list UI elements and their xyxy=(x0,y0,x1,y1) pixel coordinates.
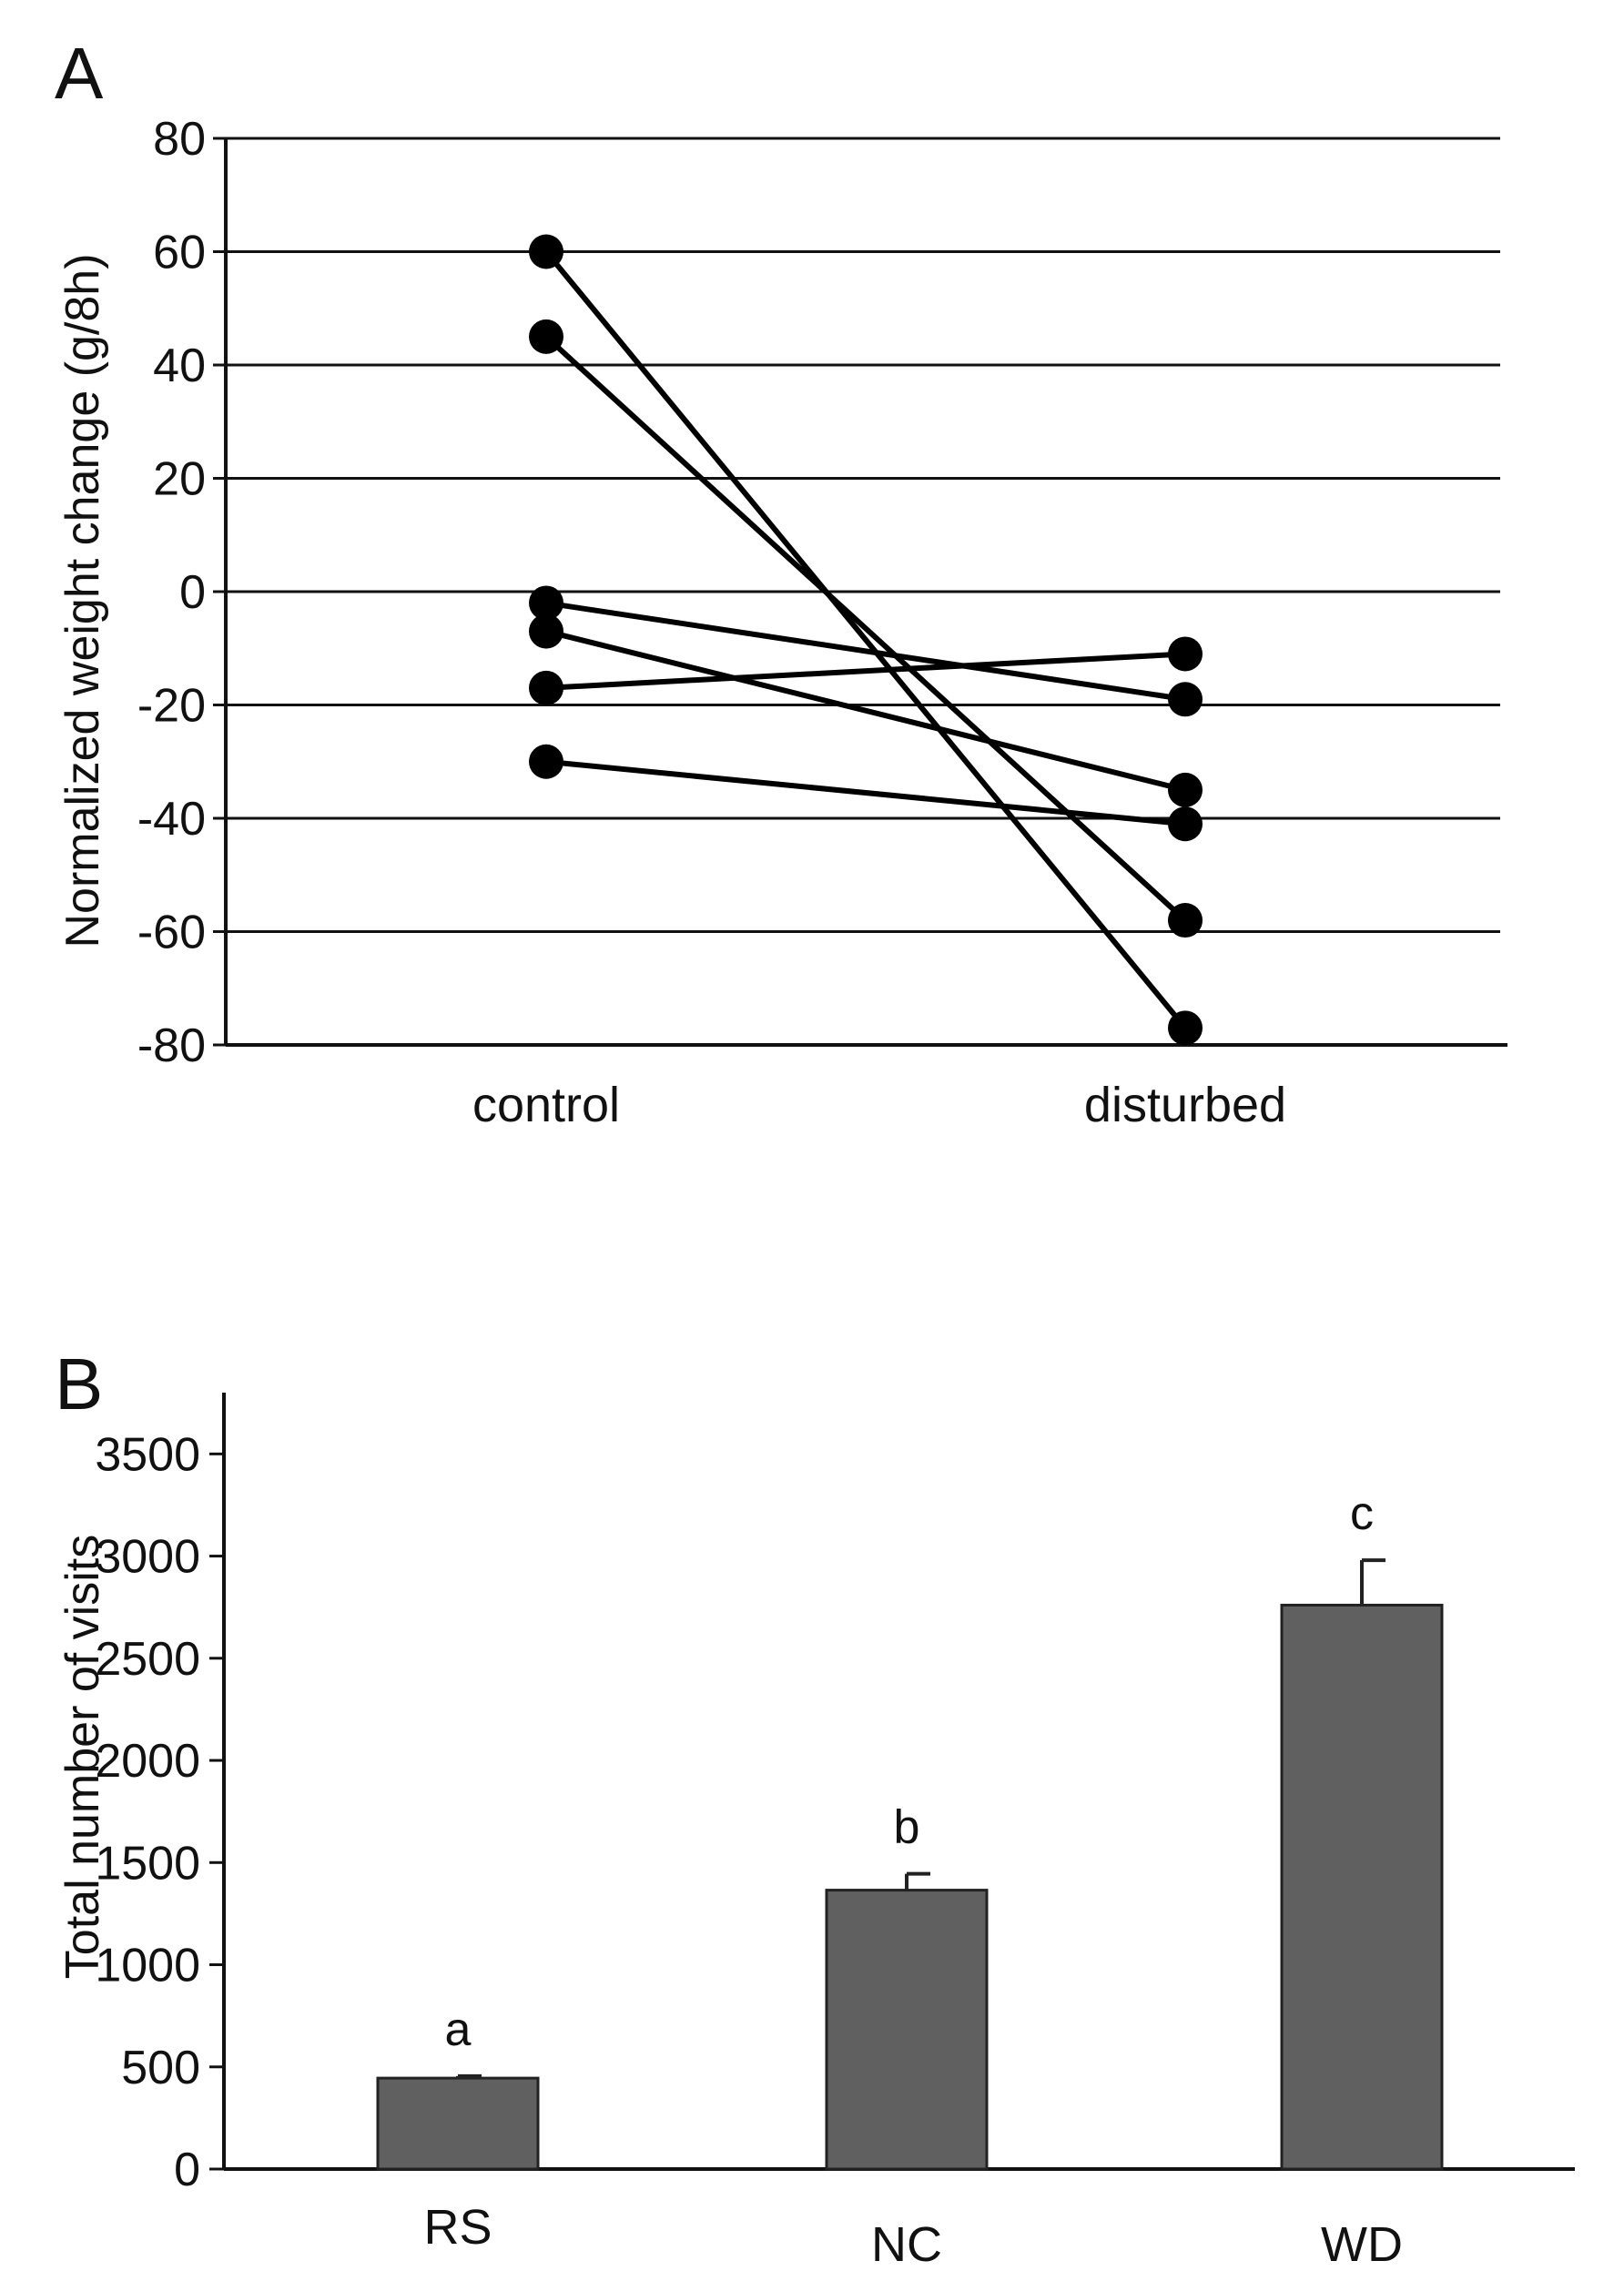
panel-a-data-point xyxy=(1168,772,1203,807)
panel-a-data-point xyxy=(529,613,563,649)
panel-b-bar xyxy=(376,2076,540,2171)
panel-b-y-axis-title: Total number of visits xyxy=(56,1535,109,1979)
panel-a-series-line xyxy=(543,249,1188,1030)
panel-a-line-chart: A Normalized weight change (g/8h) -80 -60… xyxy=(55,33,1507,1132)
panel-b-bar-group-wd: c xyxy=(1280,1487,1444,2171)
panel-a-series-6 xyxy=(529,744,1203,842)
panel-b-significance-label: c xyxy=(1350,1487,1374,1540)
panel-a-y-tick-label: -80 xyxy=(137,1019,206,1072)
panel-a-series-2 xyxy=(529,319,1203,938)
panel-b-bar-group-rs: a xyxy=(376,2003,540,2171)
panel-a-series-5 xyxy=(529,636,1203,705)
panel-a-series xyxy=(529,234,1203,1046)
panel-a-y-tick-label: 20 xyxy=(153,453,206,506)
panel-a-series-line xyxy=(543,334,1188,923)
panel-a-y-tick-label: 40 xyxy=(153,340,206,392)
panel-b-y-tick-label: 0 xyxy=(174,2144,200,2196)
panel-a-series-1 xyxy=(529,234,1203,1046)
panel-b-bar xyxy=(1280,1603,1444,2171)
panel-a-y-tick-label: -60 xyxy=(137,907,206,959)
panel-b-y-tick-label: 2000 xyxy=(95,1735,200,1788)
panel-a-y-tick-label: 60 xyxy=(153,227,206,279)
panel-a-label: A xyxy=(55,33,104,114)
panel-b-significance-label: a xyxy=(445,2003,472,2056)
panel-a-y-tick-label: 0 xyxy=(179,566,206,619)
panel-a-data-point xyxy=(529,585,563,621)
panel-a-data-point xyxy=(529,670,563,705)
panel-a-y-tick-label: -40 xyxy=(137,793,206,846)
panel-b-label: B xyxy=(55,1343,103,1424)
panel-a-x-tick-label: control xyxy=(472,1078,620,1132)
panel-a-data-point xyxy=(529,319,563,354)
panel-b-bars: a b c xyxy=(376,1487,1444,2171)
panel-a-gridlines xyxy=(226,137,1500,933)
panel-b-significance-label: b xyxy=(894,1801,920,1854)
panel-b-y-tick-label: 500 xyxy=(121,2042,200,2094)
panel-a-series-line xyxy=(545,628,1186,793)
panel-a-data-point xyxy=(1168,903,1203,938)
panel-b-y-tick-labels: 0 500 1000 1500 2000 2500 3000 3500 xyxy=(95,1428,224,2196)
panel-b-x-tick-label: NC xyxy=(871,2217,942,2272)
panel-a-data-point xyxy=(1168,636,1203,672)
panel-a-data-point xyxy=(1168,682,1203,717)
panel-b-y-tick-label: 1500 xyxy=(95,1837,200,1890)
panel-b-x-tick-label: RS xyxy=(423,2200,492,2255)
panel-a-data-point xyxy=(529,744,563,779)
panel-b-y-tick-label: 3000 xyxy=(95,1531,200,1584)
panel-b-y-tick-label: 1000 xyxy=(95,1940,200,1992)
panel-b-y-tick-label: 2500 xyxy=(95,1633,200,1686)
panel-a-series-line xyxy=(545,758,1186,827)
panel-a-y-tick-labels: -80 -60 -40 -20 0 20 40 60 80 xyxy=(137,113,226,1072)
panel-b-x-tick-label: WD xyxy=(1321,2217,1403,2272)
panel-a-data-point xyxy=(1168,806,1203,842)
panel-b-bar-chart: B Total number of visits 0 500 1000 1500 200… xyxy=(55,1343,1575,2272)
panel-b-bar-group-nc: b xyxy=(825,1801,989,2171)
panel-a-data-point xyxy=(1168,1010,1203,1046)
panel-a-series-line xyxy=(545,600,1186,703)
panel-b-x-tick-labels: RS NC WD xyxy=(423,2200,1402,2272)
panel-b-y-tick-label: 3500 xyxy=(95,1428,200,1481)
panel-a-series-3 xyxy=(529,585,1203,717)
panel-a-y-tick-label: -20 xyxy=(137,680,206,733)
panel-b-bar xyxy=(825,1889,989,2171)
panel-a-y-axis-title: Normalized weight change (g/8h) xyxy=(56,253,109,948)
panel-a-x-tick-label: disturbed xyxy=(1084,1078,1286,1132)
panel-a-series-4 xyxy=(529,613,1203,807)
panel-a-series-line xyxy=(545,651,1186,691)
panel-a-x-tick-labels: control disturbed xyxy=(472,1078,1286,1132)
panel-a-data-point xyxy=(529,234,563,269)
panel-a-y-tick-label: 80 xyxy=(153,113,206,166)
